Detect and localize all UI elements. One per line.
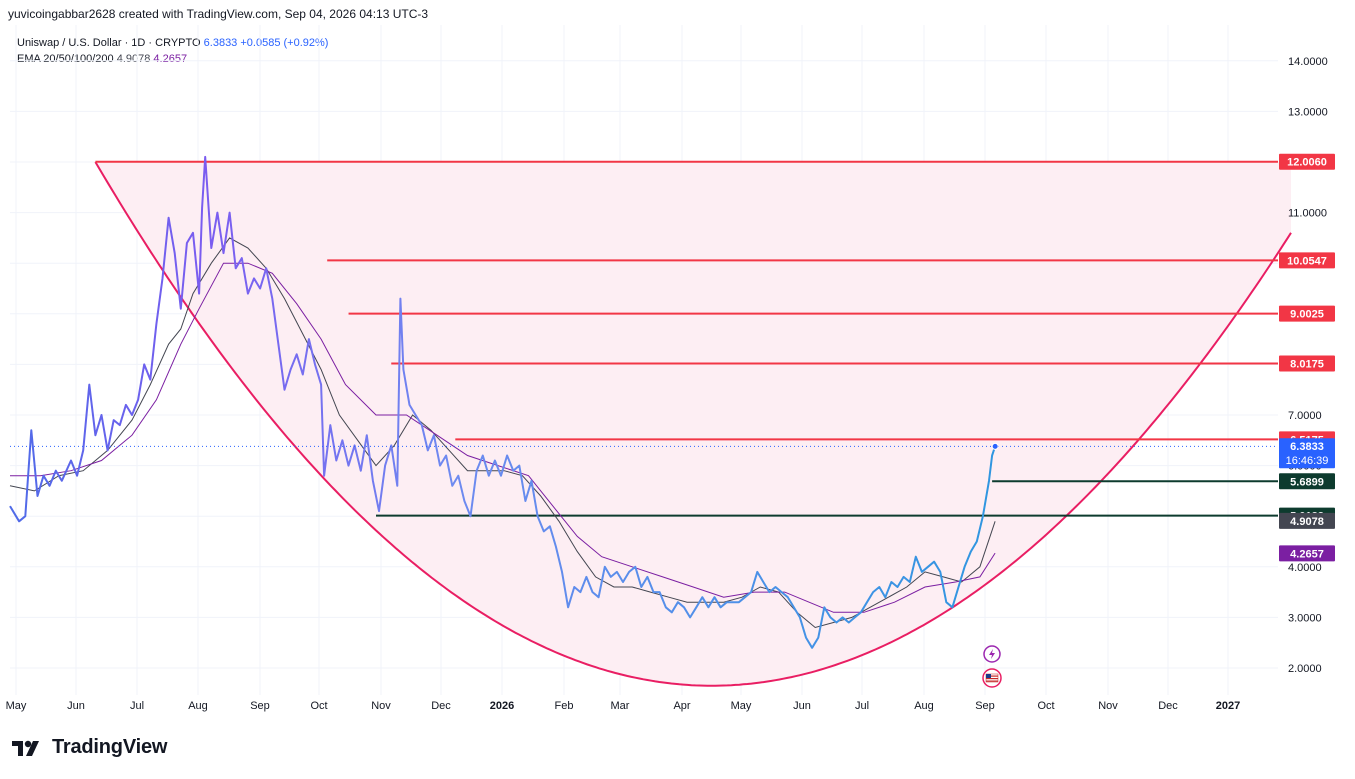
x-tick-label: Apr [673, 700, 690, 712]
y-tick-label: 4.0000 [1288, 562, 1322, 574]
level-price-tag [1279, 355, 1335, 372]
x-tick-label: Nov [371, 700, 391, 712]
ema-price-label: 4.2657 [1290, 548, 1324, 560]
level-price-label: 9.0025 [1290, 309, 1324, 321]
chart-icons [982, 645, 1002, 688]
ema-value-fast: 4.9078 [116, 53, 151, 65]
level-price-tag [1279, 153, 1335, 170]
x-tick-label: Jun [793, 700, 811, 712]
x-tick-label: Mar [611, 700, 630, 712]
countdown-label: 16:46:39 [1286, 455, 1329, 467]
x-tick-label: Aug [188, 700, 208, 712]
symbol-title[interactable]: Uniswap / U.S. Dollar · 1D · CRYPTO [17, 37, 201, 49]
x-tick-label: Nov [1098, 700, 1118, 712]
level-price-label: 10.0547 [1287, 255, 1327, 267]
horizontal-levels[interactable] [95, 160, 1278, 517]
level-price-label: 12.0060 [1287, 157, 1327, 169]
y-tick-label: 11.0000 [1288, 208, 1327, 220]
us-flag-event-icon[interactable] [982, 668, 1002, 688]
cup-pattern [94, 161, 1292, 687]
chart-legend: Uniswap / U.S. Dollar · 1D · CRYPTO 6.38… [17, 35, 328, 67]
level-price-label: 8.0175 [1290, 359, 1324, 371]
x-tick-label: Sep [250, 700, 270, 712]
x-tick-label: 2026 [490, 700, 514, 712]
y-tick-label: 14.0000 [1288, 56, 1328, 68]
ema-label[interactable]: EMA 20/50/100/200 [17, 53, 114, 65]
ema-row: EMA 20/50/100/200 4.9078 4.2657 [17, 51, 328, 67]
level-price-tag [1279, 305, 1335, 322]
current-price-tag [1279, 438, 1335, 469]
x-tick-label: Aug [914, 700, 934, 712]
x-tick-label: Feb [555, 700, 574, 712]
ema-price-tag [1279, 545, 1335, 562]
y-tick-label: 3.0000 [1288, 612, 1322, 624]
level-price-tag [1279, 252, 1335, 269]
x-tick-label: Dec [431, 700, 451, 712]
ema-price-tag [1279, 512, 1335, 529]
x-tick-label: Oct [1037, 700, 1054, 712]
x-tick-label: May [6, 700, 27, 712]
price-change: +0.0585 (+0.92%) [240, 37, 329, 49]
series-lines [9, 155, 1278, 649]
ema-value-slow: 4.2657 [153, 53, 188, 65]
ema-price-label: 4.9078 [1290, 516, 1324, 528]
x-tick-label: 2027 [1216, 700, 1240, 712]
current-price-label: 6.3833 [1290, 441, 1324, 453]
x-tick-label: Dec [1158, 700, 1178, 712]
brand-name: TradingView [52, 736, 168, 758]
price-tags: 12.006010.05479.00258.01756.51755.68995.… [1279, 153, 1335, 562]
y-tick-label: 2.0000 [1288, 663, 1322, 675]
attribution-text: yuvicoingabbar2628 created with TradingV… [8, 7, 429, 21]
x-tick-label: Jul [855, 700, 869, 712]
level-price-label: 5.6899 [1290, 476, 1324, 488]
level-price-tag [1279, 473, 1335, 490]
cup-fill [95, 161, 1291, 686]
last-price: 6.3833 [203, 37, 238, 49]
x-tick-label: Sep [975, 700, 995, 712]
y-tick-label: 13.0000 [1288, 106, 1328, 118]
lightning-event-icon[interactable] [983, 645, 1001, 663]
price-line [9, 155, 997, 649]
x-tick-label: Oct [310, 700, 327, 712]
x-tick-label: Jul [130, 700, 144, 712]
x-tick-label: May [731, 700, 752, 712]
tradingview-logo-icon [12, 740, 39, 756]
x-tick-label: Jun [67, 700, 85, 712]
y-tick-label: 7.0000 [1288, 410, 1322, 422]
last-price-dot [991, 442, 999, 450]
tradingview-brand[interactable]: TradingView [12, 736, 167, 759]
symbol-row: Uniswap / U.S. Dollar · 1D · CRYPTO 6.38… [17, 35, 328, 51]
